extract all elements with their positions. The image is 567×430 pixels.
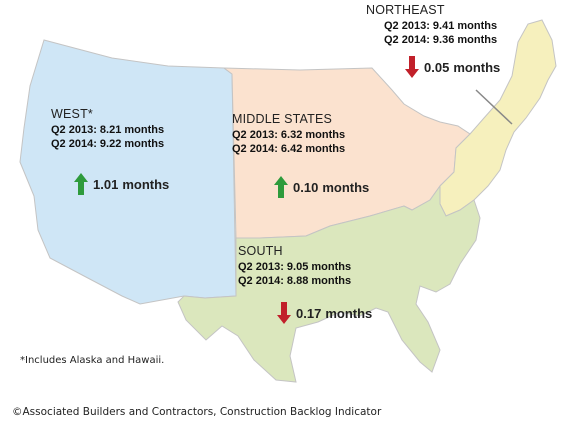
west-q2-2014-stat: Q2 2014: 9.22 months bbox=[51, 138, 165, 150]
west-change-unit: months bbox=[122, 176, 170, 192]
south-change-value: 0.17 bbox=[296, 305, 322, 321]
footnote: *Includes Alaska and Hawaii. bbox=[20, 355, 165, 366]
middle-states-region-name: MIDDLE STATES bbox=[232, 112, 333, 126]
south-q2-2014-stat: Q2 2014: 8.88 months bbox=[238, 275, 352, 287]
northeast-region-name: NORTHEAST bbox=[366, 3, 445, 17]
northeast-change-value: 0.05 bbox=[424, 59, 450, 75]
northeast-label: NORTHEAST Q2 2013: 9.41 months Q2 2014: … bbox=[366, 3, 497, 47]
northeast-leader-line bbox=[475, 89, 513, 125]
middle-states-change: 0.10 months bbox=[274, 176, 369, 198]
down-arrow-icon bbox=[277, 302, 291, 324]
down-arrow-icon bbox=[405, 56, 419, 78]
west-change: 1.01 months bbox=[74, 173, 169, 195]
up-arrow-icon bbox=[74, 173, 88, 195]
south-change-unit: months bbox=[325, 305, 373, 321]
northeast-change: 0.05 months bbox=[405, 56, 500, 78]
region-northeast-shape bbox=[439, 19, 557, 217]
west-change-value: 1.01 bbox=[93, 176, 119, 192]
northeast-change-unit: months bbox=[453, 59, 501, 75]
region-west-shape bbox=[19, 39, 237, 305]
middle-states-q2-2014-stat: Q2 2014: 6.42 months bbox=[232, 143, 346, 155]
south-change: 0.17 months bbox=[277, 302, 372, 324]
northeast-q2-2014-stat: Q2 2014: 9.36 months bbox=[384, 34, 498, 46]
middle-states-label: MIDDLE STATES Q2 2013: 6.32 months Q2 20… bbox=[232, 112, 345, 156]
middle-states-q2-2013-stat: Q2 2013: 6.32 months bbox=[232, 129, 346, 141]
northeast-q2-2013-stat: Q2 2013: 9.41 months bbox=[384, 20, 498, 32]
south-label: SOUTH Q2 2013: 9.05 months Q2 2014: 8.88… bbox=[238, 244, 351, 288]
middle-states-change-value: 0.10 bbox=[293, 179, 319, 195]
middle-states-change-unit: months bbox=[322, 179, 370, 195]
south-region-name: SOUTH bbox=[238, 244, 283, 258]
up-arrow-icon bbox=[274, 176, 288, 198]
copyright-notice: ©Associated Builders and Contractors, Co… bbox=[12, 406, 382, 418]
west-region-name: WEST* bbox=[51, 107, 93, 121]
south-q2-2013-stat: Q2 2013: 9.05 months bbox=[238, 261, 352, 273]
region-south-shape bbox=[177, 184, 481, 383]
west-q2-2013-stat: Q2 2013: 8.21 months bbox=[51, 124, 165, 136]
west-label: WEST* Q2 2013: 8.21 months Q2 2014: 9.22… bbox=[51, 107, 164, 151]
